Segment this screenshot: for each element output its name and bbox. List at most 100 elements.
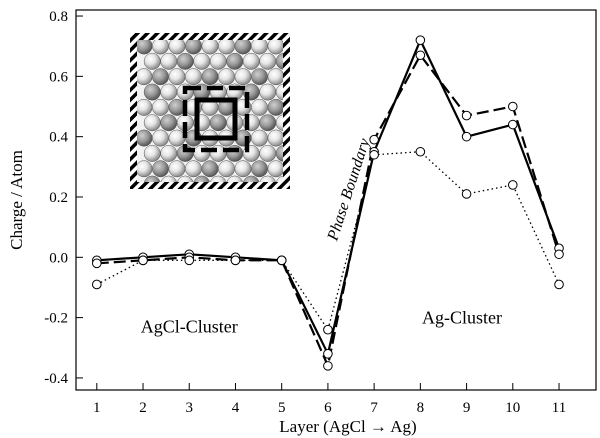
inset-atom — [259, 175, 276, 182]
x-tick-label: 1 — [93, 400, 101, 416]
inset-atom — [143, 52, 161, 70]
x-tick-label: 3 — [185, 400, 193, 416]
inset-atom — [226, 52, 244, 70]
inset-atom — [251, 160, 268, 178]
inset-atom — [143, 83, 161, 101]
inset-atom — [267, 98, 283, 116]
inset-outer-dashed-square — [182, 85, 250, 153]
inset-atom — [160, 52, 178, 70]
y-tick-label: 0.2 — [49, 190, 68, 206]
inset-atom — [168, 160, 186, 178]
data-point-dotted — [323, 324, 333, 335]
x-tick-label: 8 — [417, 400, 425, 416]
inset-atom — [275, 145, 283, 162]
inset-atom — [143, 114, 161, 132]
inset-atom — [185, 40, 202, 55]
inset-atom — [201, 68, 219, 86]
y-tick-label: -0.2 — [44, 311, 68, 327]
x-tick-label: 9 — [463, 400, 471, 416]
data-point-dotted — [184, 255, 195, 266]
inset-atom — [218, 160, 235, 178]
data-point-dashed — [461, 110, 472, 121]
inset-atom — [168, 98, 186, 116]
inset-atom — [143, 144, 161, 162]
data-point-dotted — [461, 189, 472, 199]
inset-atom — [275, 52, 283, 70]
inset-atom — [137, 129, 153, 147]
inset-atom — [137, 98, 153, 116]
inset-atom — [251, 68, 268, 86]
inset-atom — [293, 53, 309, 69]
x-tick-label: 10 — [505, 400, 520, 416]
data-point-dotted — [138, 255, 148, 266]
inset-atom — [226, 144, 244, 162]
inset-atom — [137, 68, 153, 86]
inset-atom — [234, 160, 252, 178]
x-tick-label: 11 — [552, 400, 566, 416]
data-point-dotted — [230, 255, 241, 266]
inset-atom — [242, 52, 260, 70]
data-point-solid — [415, 35, 426, 45]
inset-atom — [251, 98, 268, 116]
inset-atom — [152, 129, 169, 147]
x-tick-label: 7 — [370, 400, 378, 416]
y-tick-label: 0.8 — [49, 9, 68, 25]
inset-atom — [152, 40, 169, 55]
inset-atom — [259, 83, 277, 101]
data-point-dotted — [276, 255, 287, 266]
inset-atom — [251, 40, 268, 55]
inset-atom — [293, 145, 309, 161]
inset-atom — [209, 52, 227, 70]
y-tick-label: 0.6 — [49, 69, 68, 85]
inset-atom — [234, 68, 252, 86]
inset-atom — [276, 175, 283, 182]
data-point-dashed — [508, 101, 518, 112]
inset-atom — [168, 129, 186, 147]
inset-atom — [243, 175, 260, 182]
inset-atom — [201, 40, 219, 55]
inset-atom — [293, 84, 309, 100]
inset-atom — [267, 129, 283, 147]
inset-atom — [218, 40, 235, 55]
inset-atom — [160, 144, 178, 162]
x-tick-label: 6 — [324, 400, 332, 416]
inset-atom — [177, 175, 194, 182]
y-tick-label: 0.0 — [49, 250, 68, 266]
inset-atom — [275, 83, 283, 101]
data-point-dotted — [415, 146, 426, 157]
inset-atom — [275, 114, 283, 132]
annotation-ag-cluster: Ag-Cluster — [422, 308, 502, 328]
inset-atom — [259, 52, 277, 70]
cluster-inset-image — [130, 33, 309, 192]
inset-atom — [293, 176, 309, 192]
data-point-solid — [323, 349, 333, 359]
inset-atom — [185, 160, 202, 178]
inset-atom — [176, 52, 194, 70]
inset-atom — [152, 98, 169, 116]
inset-atom — [209, 144, 227, 162]
inset-atom — [168, 68, 186, 86]
data-point-solid — [461, 131, 472, 142]
data-point-dotted — [508, 180, 518, 190]
data-point-dashed — [92, 258, 102, 269]
axes: 1 2 3 4 5 6 7 8 9 10 11 -0.4 -0.2 0.0 0.2 0.4 0.6 0.8 — [44, 9, 597, 416]
data-point-dashed — [554, 249, 564, 260]
inset-atom — [137, 160, 153, 178]
inset-atom — [193, 52, 211, 70]
inset-atom — [160, 114, 178, 132]
x-axis-label: Layer (AgCl → Ag) — [279, 417, 416, 436]
inset-atom — [160, 175, 177, 182]
inset-atom — [144, 175, 161, 182]
inset-atom — [168, 40, 186, 55]
inset-inner-square — [194, 97, 238, 141]
plot-frame — [75, 9, 597, 391]
x-tick-label: 5 — [278, 400, 286, 416]
inset-atom — [193, 144, 211, 162]
inset-atom — [259, 114, 277, 132]
inset-atom — [267, 68, 283, 86]
data-point-dotted — [369, 149, 379, 160]
x-tick-label: 2 — [139, 400, 147, 416]
inset-atom — [226, 175, 243, 182]
data-point-dotted — [92, 279, 102, 290]
inset-atom — [152, 68, 169, 86]
